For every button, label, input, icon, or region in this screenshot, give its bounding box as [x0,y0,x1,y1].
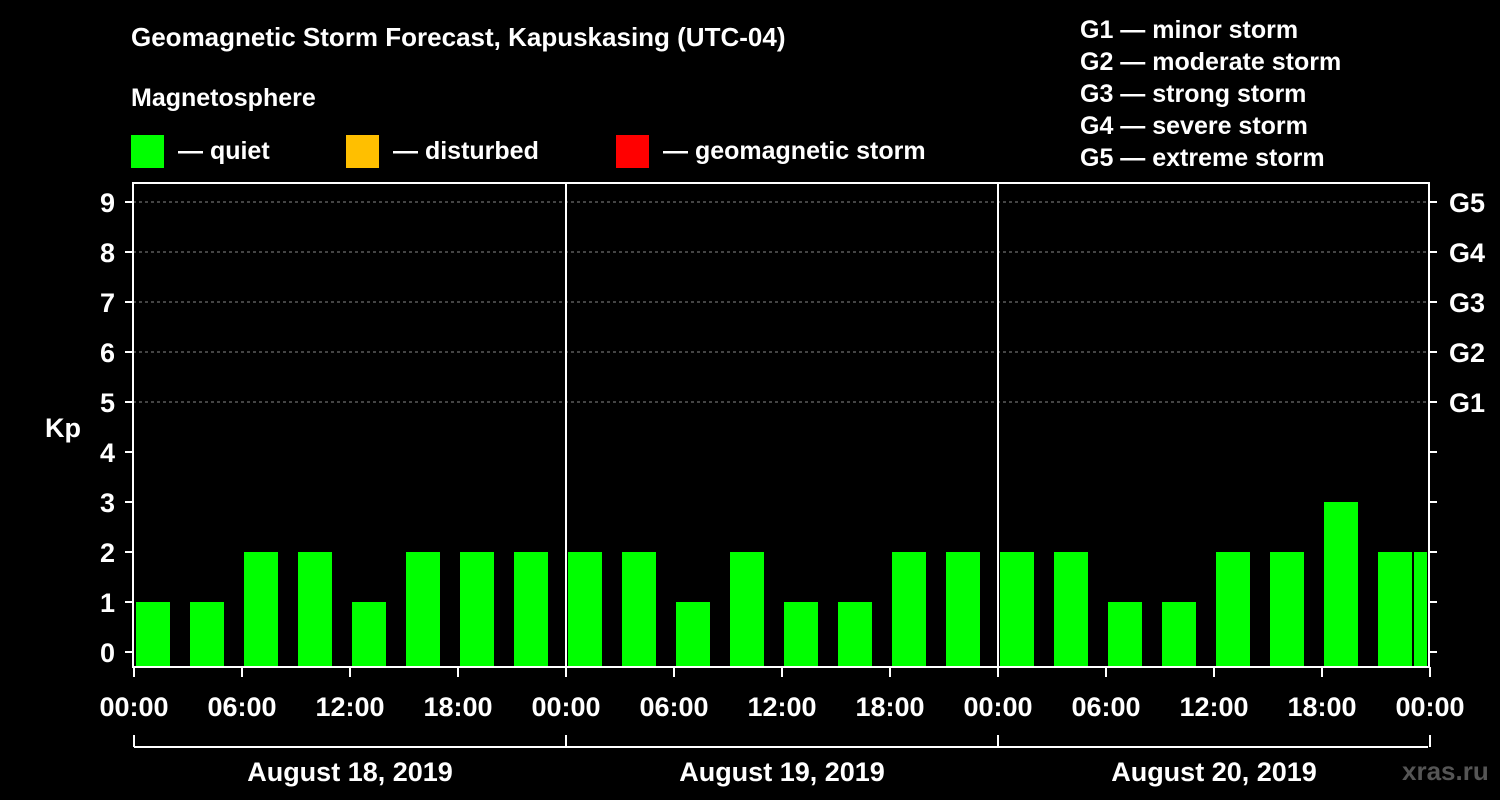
right-label-g4: G4 [1449,238,1485,268]
kp-bar-8 [568,552,602,667]
day-label-2: August 20, 2019 [1111,757,1317,787]
legend-label-disturbed: — disturbed [393,136,539,165]
x-tick-label-12: 00:00 [1395,692,1464,722]
kp-bar-7 [514,552,548,667]
legend-swatch-quiet [131,134,164,168]
chart-title: Geomagnetic Storm Forecast, Kapuskasing … [131,22,786,52]
y-tick-label-9: 9 [100,188,115,218]
kp-bar-5 [406,552,440,667]
x-tick-label-6: 12:00 [747,692,816,722]
legend-swatch-storm [616,134,649,168]
y-tick-label-4: 4 [100,438,115,468]
kp-bar-24 [1414,552,1427,667]
kp-bar-21 [1270,552,1304,667]
g-scale-legend: G1 — minor storm G2 — moderate storm G3 … [1080,14,1341,174]
kp-bar-22 [1324,502,1358,667]
y-axis-label: Kp [45,413,81,443]
kp-bar-15 [946,552,980,667]
kp-bar-16 [1000,552,1034,667]
x-tick-label-2: 12:00 [315,692,384,722]
kp-bar-18 [1108,602,1142,667]
legend-label-storm: — geomagnetic storm [663,136,926,165]
y-tick-label-1: 1 [100,588,115,618]
legend-label-quiet: — quiet [178,136,270,165]
kp-bar-14 [892,552,926,667]
x-tick-label-4: 00:00 [531,692,600,722]
y-tick-label-3: 3 [100,488,115,518]
g-scale-g1: G1 — minor storm [1080,16,1299,44]
x-tick-label-8: 00:00 [963,692,1032,722]
x-tick-label-0: 00:00 [99,692,168,722]
kp-bar-3 [298,552,332,667]
watermark: xras.ru [1402,756,1489,786]
kp-bar-19 [1162,602,1196,667]
y-tick-label-8: 8 [100,238,115,268]
kp-bar-0 [136,602,170,667]
right-label-g2: G2 [1449,338,1485,368]
right-label-g1: G1 [1449,388,1485,418]
day-label-1: August 19, 2019 [679,757,885,787]
kp-bar-20 [1216,552,1250,667]
x-tick-label-1: 06:00 [207,692,276,722]
kp-bar-17 [1054,552,1088,667]
y-tick-label-2: 2 [100,538,115,568]
kp-bar-13 [838,602,872,667]
x-tick-label-3: 18:00 [423,692,492,722]
kp-bar-1 [190,602,224,667]
y-tick-label-5: 5 [100,388,115,418]
kp-bar-12 [784,602,818,667]
x-tick-label-10: 12:00 [1179,692,1248,722]
kp-bar-9 [622,552,656,667]
kp-bar-23 [1378,552,1412,667]
legend-heading: Magnetosphere [131,84,316,112]
y-tick-label-6: 6 [100,338,115,368]
g-scale-g4: G4 — severe storm [1080,112,1308,140]
x-tick-label-7: 18:00 [855,692,924,722]
kp-bar-11 [730,552,764,667]
x-tick-label-11: 18:00 [1287,692,1356,722]
y-tick-label-0: 0 [100,638,115,668]
legend-item-storm: — geomagnetic storm [616,134,926,168]
kp-bar-2 [244,552,278,667]
legend-item-quiet: — quiet [131,134,270,168]
day-label-0: August 18, 2019 [247,757,453,787]
g-scale-g5: G5 — extreme storm [1080,144,1325,172]
g-scale-g3: G3 — strong storm [1080,80,1307,108]
kp-bar-4 [352,602,386,667]
x-tick-label-9: 06:00 [1071,692,1140,722]
x-tick-label-5: 06:00 [639,692,708,722]
kp-bar-10 [676,602,710,667]
right-label-g3: G3 [1449,288,1485,318]
y-tick-label-7: 7 [100,288,115,318]
legend-item-disturbed: — disturbed [346,134,539,168]
right-label-g5: G5 [1449,188,1485,218]
legend-swatch-disturbed [346,134,379,168]
g-scale-g2: G2 — moderate storm [1080,48,1342,76]
kp-bar-6 [460,552,494,667]
